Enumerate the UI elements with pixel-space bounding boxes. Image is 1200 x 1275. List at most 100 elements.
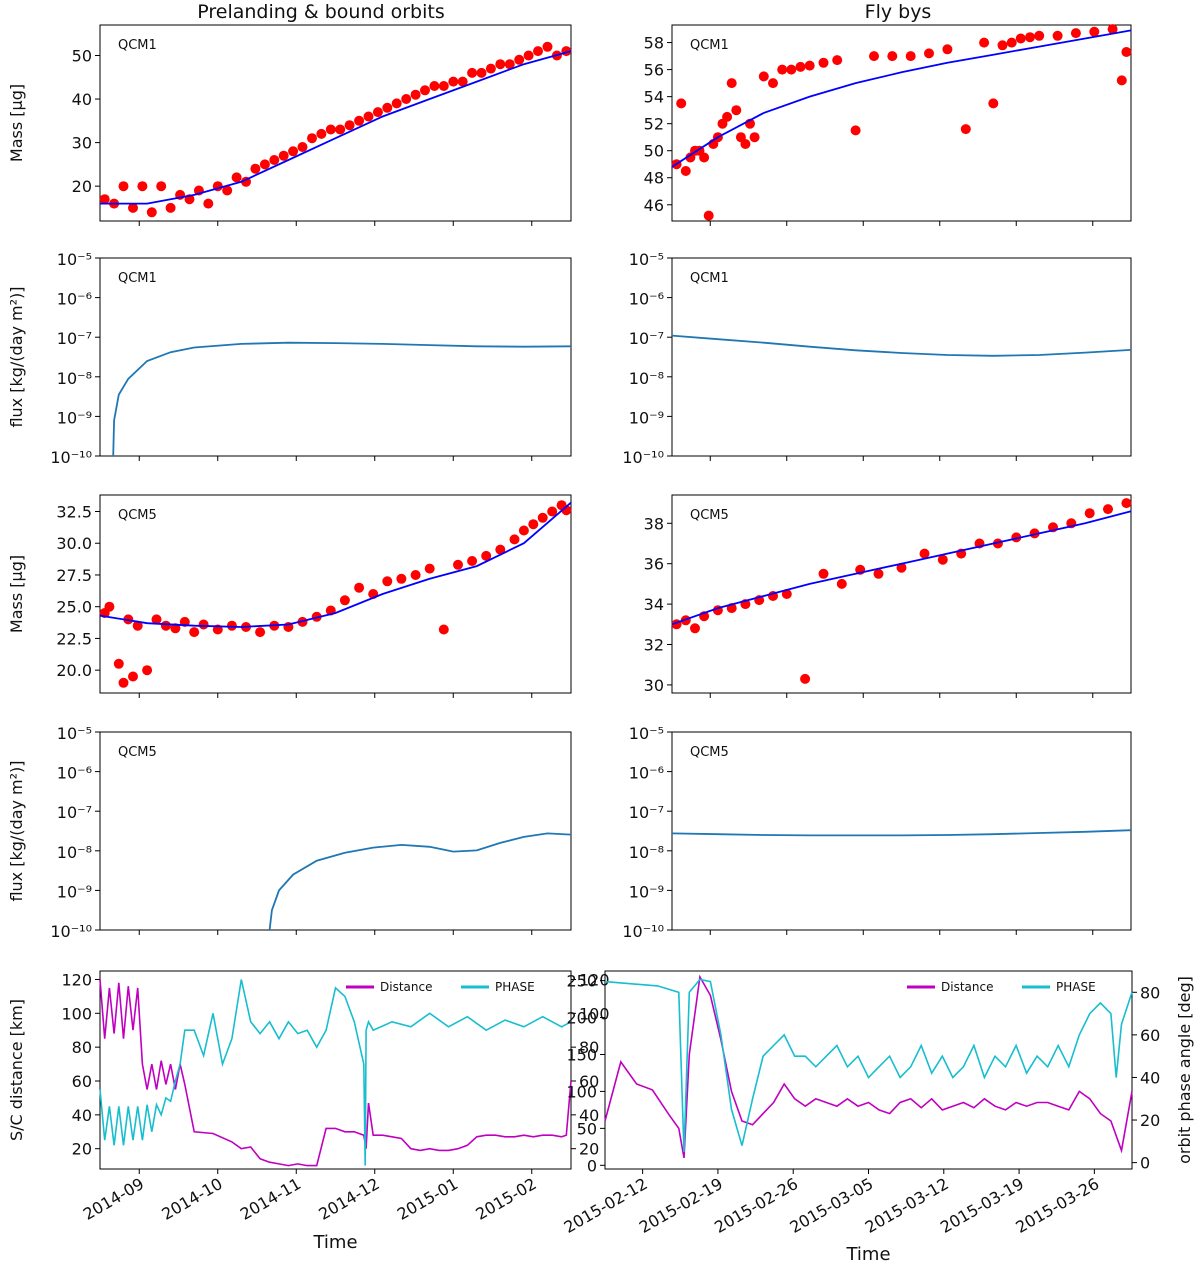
distance_phase_flybys-xtick-label-5: 2015-03-19	[937, 1174, 1027, 1237]
flux_qcm1_flybys-ytick-label-1: 10⁻⁶	[629, 290, 664, 309]
distance_phase_flybys-ytick-label-3: 150	[566, 1045, 597, 1064]
mass_qcm1_flybys-point-30	[924, 48, 934, 59]
flux_qcm5_prelanding-ytick-label-1: 10⁻⁶	[57, 764, 92, 783]
mass_qcm5_flybys-point-15	[896, 562, 907, 573]
distance_phase_flybys-xlabel: Time	[845, 1244, 890, 1265]
mass_qcm5_prelanding-ytick-label-4: 30.0	[56, 534, 92, 553]
mass_qcm1_prelanding-point-6	[156, 181, 167, 192]
mass_qcm1_flybys-point-32	[960, 124, 971, 135]
mass_qcm5_prelanding-point-12	[189, 627, 200, 638]
flux_qcm1_prelanding-label: QCM1	[118, 271, 157, 286]
distance_phase_prelanding-legend-label-1: PHASE	[495, 980, 535, 994]
distance_phase_flybys-y2label: orbit phase angle [deg]	[1175, 976, 1194, 1164]
mass_qcm5_prelanding-ytick-label-5: 32.5	[56, 503, 92, 522]
flux_qcm1_prelanding-ytick-label-5: 10⁻¹⁰	[50, 448, 92, 467]
mass_qcm5_prelanding-point-30	[438, 624, 449, 635]
column-title-left: Prelanding & bound orbits	[197, 1, 445, 23]
mass_qcm5_prelanding-ylabel: Mass [µg]	[7, 555, 26, 633]
flux_qcm1_flybys-ytick-label-0: 10⁻⁵	[629, 250, 664, 269]
distance_phase_flybys-ytick-label-2: 100	[566, 1082, 597, 1101]
mass_qcm5_prelanding-point-1	[104, 601, 115, 612]
distance_phase_prelanding-frame	[99, 970, 572, 1170]
mass_qcm5_prelanding-point-8	[151, 614, 162, 625]
flux_qcm1_prelanding-flux-line	[112, 341, 572, 457]
mass_qcm5_flybys-ytick-label-0: 30	[644, 676, 664, 695]
mass_qcm1_prelanding-point-19	[278, 150, 289, 161]
mass_qcm1_prelanding-point-47	[542, 41, 553, 52]
mass_qcm5_prelanding-point-26	[382, 576, 393, 587]
mass_qcm5_flybys-point-12	[836, 578, 847, 589]
mass_qcm1_flybys-point-7	[703, 210, 714, 221]
mass_qcm5_flybys-ytick-label-2: 34	[644, 595, 664, 614]
mass_qcm1_flybys-point-15	[740, 139, 751, 149]
mass_qcm1_prelanding-point-33	[410, 89, 421, 100]
flux_qcm1_flybys-label: QCM1	[690, 271, 729, 286]
mass_qcm1_flybys-point-34	[988, 98, 999, 109]
mass_qcm1_flybys-point-38	[1025, 32, 1035, 43]
mass_qcm1_flybys-ytick-label-5: 56	[644, 61, 664, 80]
mass_qcm1_prelanding-point-7	[165, 202, 176, 213]
mass_qcm1_flybys-ytick-label-1: 48	[644, 169, 664, 188]
flux_qcm1_prelanding-ylabel: flux [kg/(day m²)]	[7, 286, 26, 427]
flux_qcm5_flybys-ytick-label-0: 10⁻⁵	[629, 724, 664, 743]
mass_qcm1_prelanding-point-4	[137, 181, 148, 192]
mass_qcm5_flybys-fit-line	[671, 510, 1132, 626]
flux_qcm1_flybys-frame	[671, 257, 1132, 457]
mass_qcm5_prelanding-ytick-label-3: 27.5	[56, 566, 92, 585]
flux_qcm1_flybys-flux-line	[671, 334, 1132, 357]
flux_qcm5_flybys-ytick-label-5: 10⁻¹⁰	[622, 922, 664, 941]
mass_qcm5_prelanding-point-17	[255, 627, 266, 638]
mass_qcm1_prelanding-fit-line	[100, 50, 572, 205]
mass_qcm5_prelanding-point-7	[142, 665, 153, 676]
mass_qcm5_prelanding-point-27	[396, 573, 407, 584]
distance_phase_flybys-xtick-label-3: 2015-03-05	[786, 1174, 876, 1237]
distance_phase_flybys-ytick-label-4: 200	[566, 1009, 597, 1028]
mass_qcm1_flybys-ytick-label-2: 50	[644, 142, 664, 161]
mass_qcm1_flybys-point-21	[786, 64, 797, 75]
mass_qcm1_flybys-frame	[671, 24, 1132, 222]
mass_qcm1_flybys-point-6	[699, 152, 710, 163]
mass_qcm1_prelanding-point-34	[420, 85, 430, 96]
mass_qcm5_prelanding-frame	[99, 494, 572, 694]
flux_qcm5_flybys-ytick-label-1: 10⁻⁶	[629, 764, 664, 783]
mass_qcm1_flybys-label: QCM1	[690, 38, 729, 53]
flux_qcm1_prelanding-frame	[99, 257, 572, 457]
distance_phase_flybys-y2tick-label-4: 80	[1140, 983, 1160, 1002]
distance_phase_prelanding-xtick-label-5: 2015-02	[472, 1174, 539, 1224]
mass_qcm1_prelanding-point-32	[401, 94, 412, 104]
mass_qcm5_flybys-point-20	[992, 538, 1003, 549]
mass_qcm1_flybys-ytick-label-6: 58	[644, 34, 664, 53]
flux_qcm1_flybys-ytick-label-3: 10⁻⁸	[629, 369, 664, 388]
distance_phase_flybys-ytick-label-0: 0	[587, 1156, 597, 1175]
distance_phase_prelanding-xtick-label-3: 2014-12	[315, 1174, 382, 1224]
distance_phase_prelanding-y2tick-label-4: 100	[579, 1004, 610, 1023]
distance_phase_prelanding-ytick-label-1: 40	[72, 1106, 92, 1125]
mass_qcm1_flybys-point-39	[1034, 30, 1045, 41]
distance_phase_flybys-legend-label-0: Distance	[941, 980, 993, 994]
distance_phase_flybys-ytick-label-5: 250	[566, 972, 597, 991]
flux_qcm5_prelanding-ytick-label-0: 10⁻⁵	[57, 724, 92, 743]
mass_qcm1_prelanding-point-3	[128, 202, 138, 213]
flux_qcm1_prelanding-ytick-label-1: 10⁻⁶	[57, 290, 92, 309]
flux_qcm5_prelanding-ytick-label-4: 10⁻⁹	[57, 882, 92, 901]
mass_qcm1_prelanding-point-30	[382, 102, 393, 113]
distance_phase_flybys-series-phase	[604, 978, 1133, 1153]
distance_phase_prelanding-xtick-label-4: 2015-01	[394, 1174, 461, 1224]
distance_phase_flybys-xtick-label-1: 2015-02-19	[636, 1174, 726, 1237]
distance_phase_flybys-xtick-label-6: 2015-03-26	[1012, 1174, 1102, 1237]
distance_phase_prelanding-xlabel: Time	[312, 1232, 357, 1253]
mass_qcm5_prelanding-point-24	[354, 582, 365, 593]
mass_qcm1_flybys-point-18	[758, 71, 769, 82]
mass_qcm1_prelanding-point-20	[288, 146, 299, 157]
mass_qcm1_flybys-point-2	[680, 166, 691, 176]
mass_qcm5_prelanding-point-5	[128, 671, 138, 682]
mass_qcm1_prelanding-point-28	[363, 111, 374, 122]
mass_qcm1_prelanding-ytick-label-3: 50	[72, 46, 92, 65]
flux_qcm5_flybys-flux-line	[671, 829, 1132, 837]
mass_qcm1_flybys-point-37	[1015, 33, 1026, 44]
mass_qcm1_prelanding-label: QCM1	[118, 38, 157, 53]
mass_qcm5_prelanding-point-15	[226, 620, 237, 631]
distance_phase_prelanding-y2tick-label-0: 20	[579, 1140, 599, 1159]
mass_qcm5_flybys-point-26	[1103, 504, 1113, 515]
